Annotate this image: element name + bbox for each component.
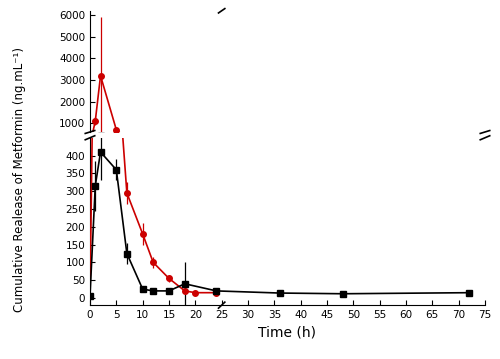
Text: Cumulative Realease of Metformin (ng.mL⁻¹): Cumulative Realease of Metformin (ng.mL⁻… [14, 47, 26, 312]
X-axis label: Time (h): Time (h) [258, 326, 316, 340]
